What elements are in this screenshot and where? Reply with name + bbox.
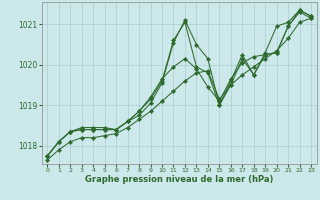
X-axis label: Graphe pression niveau de la mer (hPa): Graphe pression niveau de la mer (hPa) [85, 175, 273, 184]
